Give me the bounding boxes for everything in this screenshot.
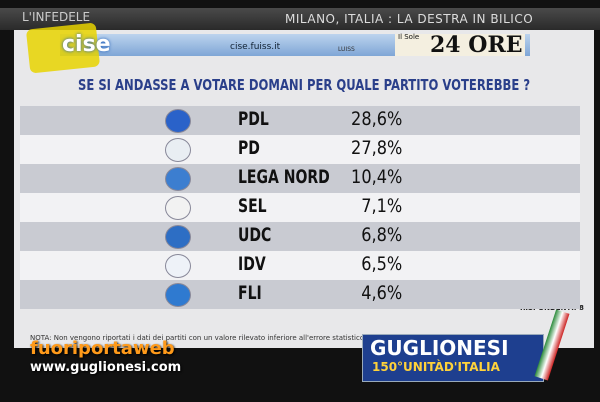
table-row: PD 27,8% [20, 135, 580, 164]
sole-big: 24 ORE [430, 32, 523, 58]
top-bar [0, 8, 600, 30]
watermark-url: www.guglionesi.com [30, 360, 182, 375]
party-percent: 4,6% [360, 282, 402, 304]
party-percent: 10,4% [350, 166, 402, 188]
party-name: PD [238, 137, 260, 159]
party-name: SEL [238, 195, 267, 217]
sole-small: Il Sole [398, 33, 420, 41]
show-name: L'INFEDELE [22, 10, 91, 24]
cise-logo: cise [62, 32, 111, 57]
party-name: FLI [238, 282, 262, 304]
table-row: IDV 6,5% [20, 251, 580, 280]
question: SE SI ANDASSE A VOTARE DOMANI PER QUALE … [78, 76, 531, 94]
party-percent: 7,1% [360, 195, 402, 217]
party-percent: 28,6% [350, 108, 402, 130]
badge [362, 334, 544, 382]
party-logo [165, 283, 191, 307]
sole-box [395, 34, 525, 56]
party-logo [165, 138, 191, 162]
source-url: cise.fuiss.it [230, 42, 281, 52]
table-row: SEL 7,1% [20, 193, 580, 222]
badge-subtitle: 150°UNITÀD'ITALIA [372, 360, 500, 374]
party-name: UDC [238, 224, 272, 246]
badge-title: GUGLIONESI [370, 336, 509, 360]
party-name: PDL [238, 108, 269, 130]
party-logo [165, 167, 191, 191]
headline: MILANO, ITALIA : LA DESTRA IN BILICO [285, 12, 534, 26]
party-logo [165, 254, 191, 278]
party-logo [165, 196, 191, 220]
party-percent: 6,5% [360, 253, 402, 275]
watermark-site: fuoriportaweb [30, 338, 175, 359]
table-row: LEGA NORD 10,4% [20, 164, 580, 193]
party-logo [165, 109, 191, 133]
table-row: FLI 4,6% [20, 280, 580, 309]
party-logo [165, 225, 191, 249]
party-percent: 27,8% [350, 137, 402, 159]
party-percent: 6,8% [360, 224, 402, 246]
note: NOTA: Non vengono riportati i dati dei p… [30, 334, 365, 342]
luiss: LUISS [338, 46, 355, 53]
table-row: PDL 28,6% [20, 106, 580, 135]
party-name: LEGA NORD [238, 166, 330, 188]
table-row: UDC 6,8% [20, 222, 580, 251]
party-name: IDV [238, 253, 266, 275]
